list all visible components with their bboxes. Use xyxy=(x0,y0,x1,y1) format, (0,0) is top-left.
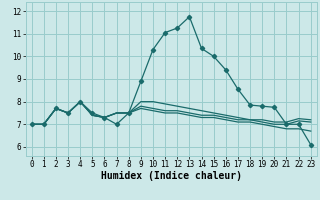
X-axis label: Humidex (Indice chaleur): Humidex (Indice chaleur) xyxy=(101,171,242,181)
